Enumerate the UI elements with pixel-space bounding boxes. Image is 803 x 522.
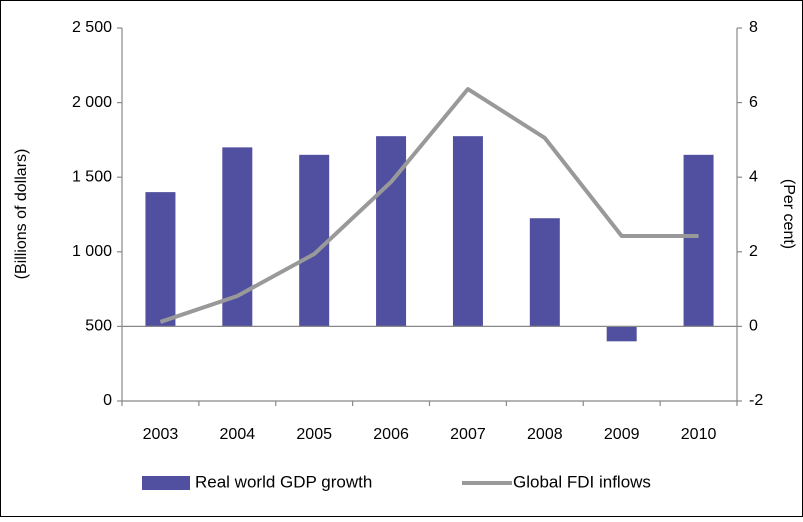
y2-tick-label: 4: [749, 168, 758, 185]
bar: [145, 192, 176, 327]
y-tick-label: 0: [103, 392, 112, 409]
bar: [606, 326, 637, 342]
y-tick-label: 500: [85, 318, 112, 335]
legend-label: Global FDI inflows: [513, 472, 651, 491]
bar: [683, 154, 714, 327]
x-tick-label: 2007: [450, 426, 486, 443]
y2-axis-title: (Per cent): [780, 179, 797, 249]
y2-tick-label: 8: [749, 19, 758, 36]
x-tick-label: 2009: [604, 426, 640, 443]
x-tick-label: 2003: [143, 426, 179, 443]
legend-label: Real world GDP growth: [195, 472, 372, 491]
x-tick-label: 2006: [373, 426, 409, 443]
legend-swatch: [142, 476, 190, 490]
bar: [376, 136, 407, 327]
line: [159, 87, 699, 324]
y2-tick-label: -2: [749, 392, 763, 409]
y2-tick-label: 2: [749, 243, 758, 260]
y-tick-label: 1 500: [72, 168, 112, 185]
y2-tick-label: 0: [749, 318, 758, 335]
x-tick-label: 2004: [220, 426, 256, 443]
x-tick-label: 2008: [527, 426, 563, 443]
bar: [452, 136, 483, 327]
y2-tick-label: 6: [749, 94, 758, 111]
y-axis-title: (Billions of dollars): [13, 149, 30, 280]
bar: [299, 154, 330, 327]
y-tick-label: 2 500: [72, 19, 112, 36]
y-tick-label: 2 000: [72, 94, 112, 111]
x-tick-label: 2010: [681, 426, 717, 443]
bar: [529, 218, 560, 327]
y-tick-label: 1 000: [72, 243, 112, 260]
x-tick-label: 2005: [296, 426, 332, 443]
